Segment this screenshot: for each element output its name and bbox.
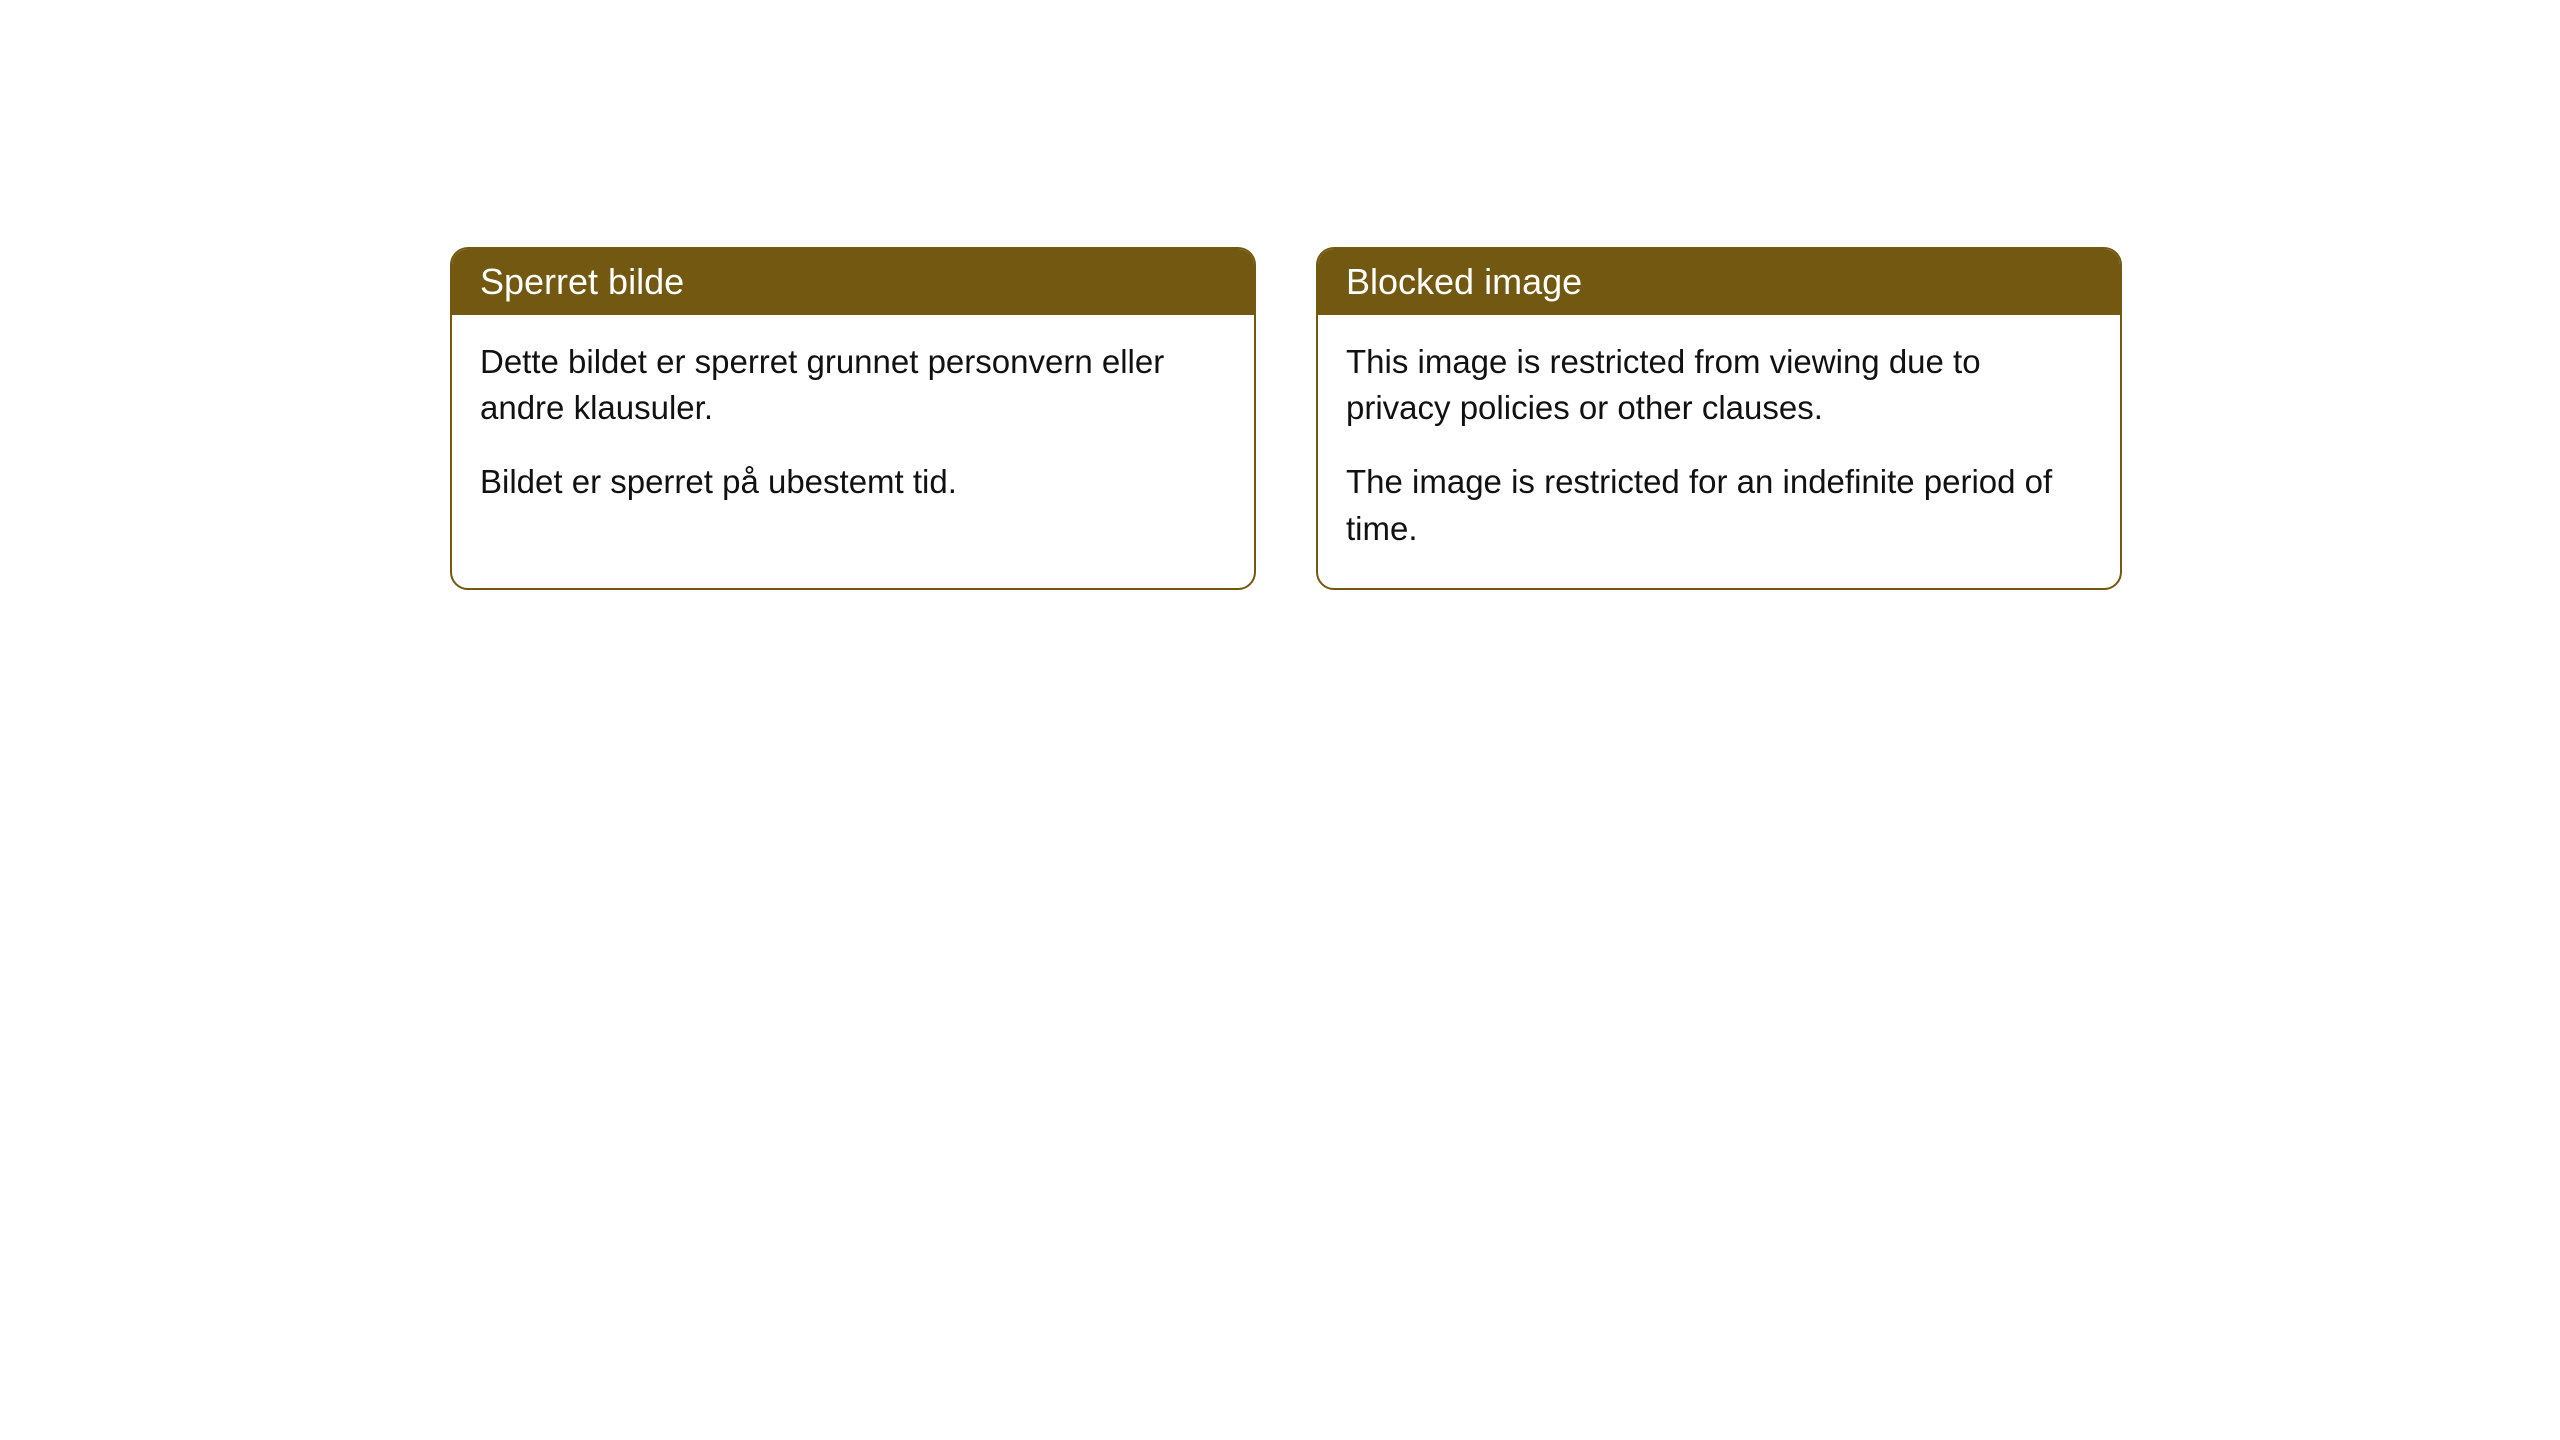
blocked-image-card-english: Blocked image This image is restricted f… (1316, 247, 2122, 590)
blocked-image-card-norwegian: Sperret bilde Dette bildet er sperret gr… (450, 247, 1256, 590)
card-paragraph-2-norwegian: Bildet er sperret på ubestemt tid. (480, 459, 1226, 505)
card-header-norwegian: Sperret bilde (452, 249, 1254, 315)
message-cards-container: Sperret bilde Dette bildet er sperret gr… (450, 247, 2122, 590)
card-paragraph-1-norwegian: Dette bildet er sperret grunnet personve… (480, 339, 1226, 431)
card-body-norwegian: Dette bildet er sperret grunnet personve… (452, 315, 1254, 542)
card-title-english: Blocked image (1346, 261, 1582, 302)
card-paragraph-2-english: The image is restricted for an indefinit… (1346, 459, 2092, 551)
card-header-english: Blocked image (1318, 249, 2120, 315)
card-body-english: This image is restricted from viewing du… (1318, 315, 2120, 588)
card-paragraph-1-english: This image is restricted from viewing du… (1346, 339, 2092, 431)
card-title-norwegian: Sperret bilde (480, 261, 684, 302)
